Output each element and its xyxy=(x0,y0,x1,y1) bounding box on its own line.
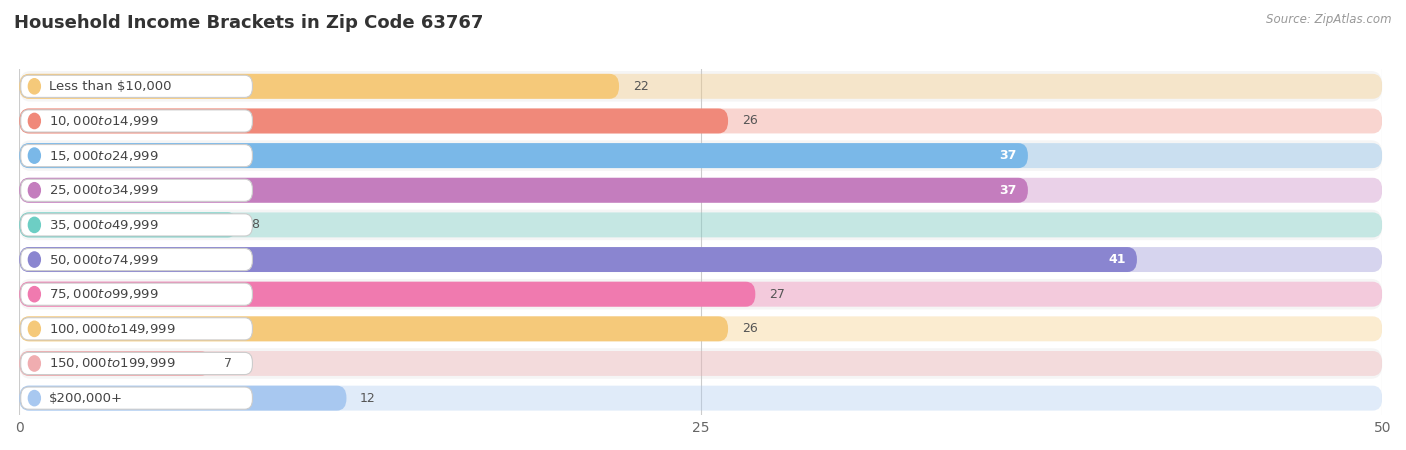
Text: $50,000 to $74,999: $50,000 to $74,999 xyxy=(49,252,159,266)
FancyBboxPatch shape xyxy=(21,352,253,374)
Text: 8: 8 xyxy=(252,218,259,231)
FancyBboxPatch shape xyxy=(21,248,253,270)
Circle shape xyxy=(28,148,41,163)
Text: $200,000+: $200,000+ xyxy=(49,392,124,405)
FancyBboxPatch shape xyxy=(20,71,1382,102)
FancyBboxPatch shape xyxy=(20,279,1382,310)
FancyBboxPatch shape xyxy=(20,212,1382,237)
Text: 22: 22 xyxy=(633,80,648,93)
FancyBboxPatch shape xyxy=(20,348,1382,379)
FancyBboxPatch shape xyxy=(20,106,1382,136)
Circle shape xyxy=(28,356,41,371)
Text: 26: 26 xyxy=(742,114,758,127)
FancyBboxPatch shape xyxy=(21,283,253,305)
FancyBboxPatch shape xyxy=(20,108,1382,134)
FancyBboxPatch shape xyxy=(21,387,253,409)
Text: 7: 7 xyxy=(224,357,232,370)
FancyBboxPatch shape xyxy=(21,144,253,166)
FancyBboxPatch shape xyxy=(20,282,755,306)
FancyBboxPatch shape xyxy=(20,178,1028,203)
Circle shape xyxy=(28,113,41,129)
FancyBboxPatch shape xyxy=(20,74,1382,99)
Text: Less than $10,000: Less than $10,000 xyxy=(49,80,172,93)
FancyBboxPatch shape xyxy=(20,386,346,410)
FancyBboxPatch shape xyxy=(20,175,1382,206)
Text: Household Income Brackets in Zip Code 63767: Household Income Brackets in Zip Code 63… xyxy=(14,14,484,32)
Circle shape xyxy=(28,79,41,94)
FancyBboxPatch shape xyxy=(21,318,253,340)
FancyBboxPatch shape xyxy=(20,386,1382,410)
Circle shape xyxy=(28,252,41,267)
Circle shape xyxy=(28,217,41,233)
FancyBboxPatch shape xyxy=(21,110,253,132)
Text: $100,000 to $149,999: $100,000 to $149,999 xyxy=(49,322,176,336)
Text: $150,000 to $199,999: $150,000 to $199,999 xyxy=(49,356,176,370)
FancyBboxPatch shape xyxy=(20,316,728,341)
FancyBboxPatch shape xyxy=(20,282,1382,306)
FancyBboxPatch shape xyxy=(20,314,1382,344)
Text: $35,000 to $49,999: $35,000 to $49,999 xyxy=(49,218,159,232)
Text: 12: 12 xyxy=(360,392,375,405)
FancyBboxPatch shape xyxy=(21,214,253,236)
Text: $25,000 to $34,999: $25,000 to $34,999 xyxy=(49,183,159,197)
FancyBboxPatch shape xyxy=(20,210,1382,240)
Circle shape xyxy=(28,287,41,302)
FancyBboxPatch shape xyxy=(21,179,253,201)
FancyBboxPatch shape xyxy=(20,143,1028,168)
FancyBboxPatch shape xyxy=(20,351,209,376)
Text: $15,000 to $24,999: $15,000 to $24,999 xyxy=(49,148,159,162)
FancyBboxPatch shape xyxy=(20,140,1382,171)
FancyBboxPatch shape xyxy=(20,383,1382,414)
FancyBboxPatch shape xyxy=(20,178,1382,203)
FancyBboxPatch shape xyxy=(20,143,1382,168)
FancyBboxPatch shape xyxy=(20,74,619,99)
FancyBboxPatch shape xyxy=(20,212,238,237)
FancyBboxPatch shape xyxy=(20,108,728,134)
FancyBboxPatch shape xyxy=(20,316,1382,341)
Text: 26: 26 xyxy=(742,322,758,335)
Text: $75,000 to $99,999: $75,000 to $99,999 xyxy=(49,287,159,301)
FancyBboxPatch shape xyxy=(20,247,1137,272)
Circle shape xyxy=(28,183,41,198)
Text: Source: ZipAtlas.com: Source: ZipAtlas.com xyxy=(1267,14,1392,27)
Circle shape xyxy=(28,391,41,406)
Circle shape xyxy=(28,321,41,337)
Text: $10,000 to $14,999: $10,000 to $14,999 xyxy=(49,114,159,128)
FancyBboxPatch shape xyxy=(20,351,1382,376)
FancyBboxPatch shape xyxy=(20,247,1382,272)
FancyBboxPatch shape xyxy=(21,75,253,97)
Text: 27: 27 xyxy=(769,288,785,301)
FancyBboxPatch shape xyxy=(20,244,1382,275)
Text: 41: 41 xyxy=(1108,253,1126,266)
Text: 37: 37 xyxy=(1000,184,1017,197)
Text: 37: 37 xyxy=(1000,149,1017,162)
